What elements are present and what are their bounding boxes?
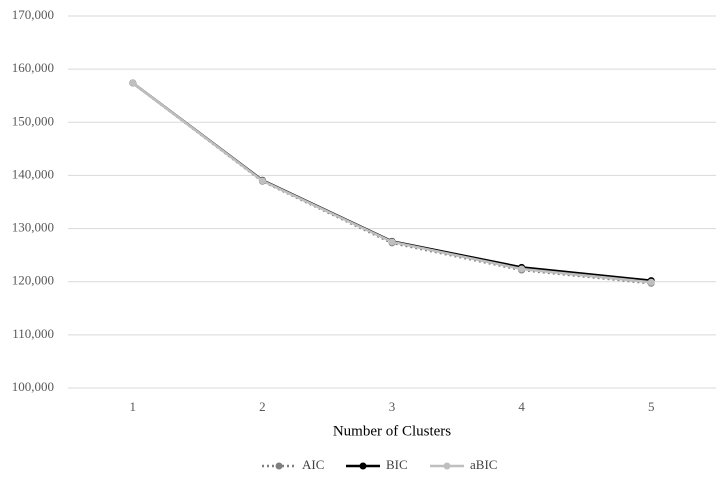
- y-tick-label: 110,000: [12, 326, 54, 341]
- y-tick-label: 170,000: [12, 7, 54, 22]
- y-tick-label: 120,000: [12, 273, 54, 288]
- x-tick-label: 5: [648, 399, 655, 414]
- y-tick-label: 160,000: [12, 60, 54, 75]
- x-tick-label: 2: [259, 399, 266, 414]
- x-tick-label: 1: [130, 399, 137, 414]
- legend-marker: [275, 462, 283, 470]
- x-axis-title: Number of Clusters: [333, 423, 451, 439]
- legend-marker: [443, 462, 451, 470]
- point-marker: [518, 265, 526, 273]
- point-marker: [129, 79, 137, 87]
- legend-marker: [359, 462, 367, 470]
- y-tick-label: 100,000: [12, 379, 54, 394]
- point-marker: [388, 238, 396, 246]
- y-tick-label: 150,000: [12, 113, 54, 128]
- series-line: [132, 81, 652, 284]
- y-tick-label: 130,000: [12, 220, 54, 235]
- legend-label: AIC: [302, 457, 324, 472]
- x-tick-label: 4: [518, 399, 525, 414]
- series-line: [132, 81, 652, 282]
- legend-label: aBIC: [470, 457, 497, 472]
- y-tick-label: 140,000: [12, 166, 54, 181]
- x-tick-label: 3: [389, 399, 396, 414]
- series-line: [132, 81, 652, 285]
- legend-label: BIC: [386, 457, 408, 472]
- point-marker: [258, 177, 266, 185]
- point-marker: [647, 278, 655, 286]
